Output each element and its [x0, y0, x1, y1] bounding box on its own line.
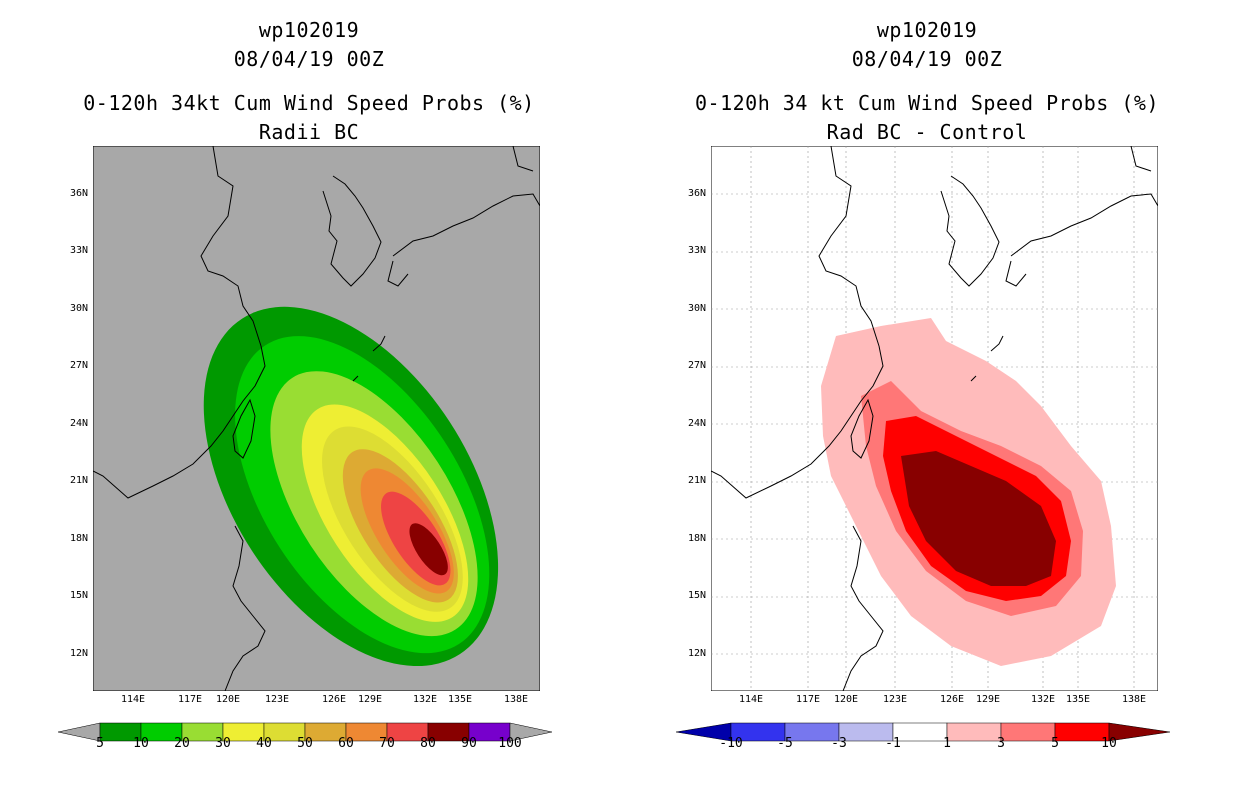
lat-label: 21N	[687, 475, 706, 486]
lon-label: 114E	[120, 694, 146, 705]
colorbar-label: 40	[256, 736, 272, 751]
lon-label: 120E	[833, 694, 859, 705]
right-title-subtitle: Rad BC - Control	[826, 120, 1028, 144]
colorbar-label: 60	[338, 736, 354, 751]
left-probability-map	[93, 146, 540, 691]
colorbar-label: 80	[420, 736, 436, 751]
diff-contour-10	[901, 451, 1056, 586]
lon-label: 117E	[177, 694, 203, 705]
lon-label: 123E	[882, 694, 908, 705]
colorbar-label: 10	[133, 736, 149, 751]
lat-label: 12N	[69, 648, 88, 659]
lon-label: 132E	[1030, 694, 1056, 705]
coastline-ryukyu	[352, 335, 386, 382]
coastline-taiwan	[232, 398, 256, 459]
lon-label: 138E	[503, 694, 529, 705]
prob-contour-80	[409, 523, 448, 576]
left-title-storm-id: wp102019	[258, 18, 360, 42]
lat-label: 24N	[69, 418, 88, 429]
coastline-luzon	[224, 525, 266, 691]
lon-label: 138E	[1121, 694, 1147, 705]
left-title-subtitle: Radii BC	[258, 120, 360, 144]
colorbar-label: 90	[461, 736, 477, 751]
lon-label: 135E	[1065, 694, 1091, 705]
lat-label: 33N	[69, 245, 88, 256]
colorbar-label: 3	[997, 736, 1005, 751]
lat-label: 27N	[69, 360, 88, 371]
lat-label: 36N	[687, 188, 706, 199]
left-colorbar	[58, 722, 553, 742]
lat-label: 15N	[69, 590, 88, 601]
lon-label: 117E	[795, 694, 821, 705]
lat-label: 18N	[69, 533, 88, 544]
lon-label: 132E	[412, 694, 438, 705]
lon-label: 126E	[939, 694, 965, 705]
colorbar-label: -3	[831, 736, 847, 751]
right-colorbar	[676, 722, 1171, 742]
lat-label: 18N	[687, 533, 706, 544]
lat-label: 12N	[687, 648, 706, 659]
coastline-ryukyu	[970, 335, 1004, 382]
lon-label: 120E	[215, 694, 241, 705]
lat-label: 30N	[687, 303, 706, 314]
left-title-product: 0-120h 34kt Cum Wind Speed Probs (%)	[83, 91, 535, 115]
coastline-japan	[387, 146, 540, 287]
colorbar-label: 70	[379, 736, 395, 751]
colorbar-label: 100	[498, 736, 522, 751]
colorbar-label: -1	[885, 736, 901, 751]
lat-label: 24N	[687, 418, 706, 429]
colorbar-label: 50	[297, 736, 313, 751]
lat-label: 27N	[687, 360, 706, 371]
left-title-date: 08/04/19 00Z	[233, 47, 385, 71]
coastline-china-north	[200, 146, 262, 347]
lat-label: 33N	[687, 245, 706, 256]
right-title-product: 0-120h 34 kt Cum Wind Speed Probs (%)	[694, 91, 1160, 115]
left-panel: wp102019 08/04/19 00Z 0-120h 34kt Cum Wi…	[58, 18, 553, 751]
colorbar-label: 5	[96, 736, 104, 751]
lat-label: 36N	[69, 188, 88, 199]
coastline-china-east	[711, 345, 884, 499]
right-difference-map	[711, 146, 1158, 691]
colorbar-label: 20	[174, 736, 190, 751]
lat-label: 15N	[687, 590, 706, 601]
coastline-korea	[322, 175, 382, 287]
colorbar-label: 5	[1051, 736, 1059, 751]
lat-label: 30N	[69, 303, 88, 314]
right-title-date: 08/04/19 00Z	[851, 47, 1003, 71]
coastline-luzon	[842, 525, 884, 691]
coastline-china-north	[818, 146, 880, 347]
lon-label: 129E	[357, 694, 383, 705]
coastline-china-east	[93, 345, 266, 499]
right-panel: wp102019 08/04/19 00Z 0-120h 34 kt Cum W…	[618, 0, 1236, 800]
lon-label: 123E	[264, 694, 290, 705]
lon-label: 114E	[738, 694, 764, 705]
colorbar-label: -5	[777, 736, 793, 751]
colorbar-label: 1	[943, 736, 951, 751]
coastline-korea	[940, 175, 1000, 287]
colorbar-label: -10	[719, 736, 743, 751]
coastline-taiwan	[850, 398, 874, 459]
coastline-japan	[1005, 146, 1158, 287]
colorbar-label: 10	[1101, 736, 1117, 751]
lon-label: 129E	[975, 694, 1001, 705]
right-title-storm-id: wp102019	[876, 18, 978, 42]
colorbar-label: 30	[215, 736, 231, 751]
lon-label: 126E	[321, 694, 347, 705]
lon-label: 135E	[447, 694, 473, 705]
lat-label: 21N	[69, 475, 88, 486]
